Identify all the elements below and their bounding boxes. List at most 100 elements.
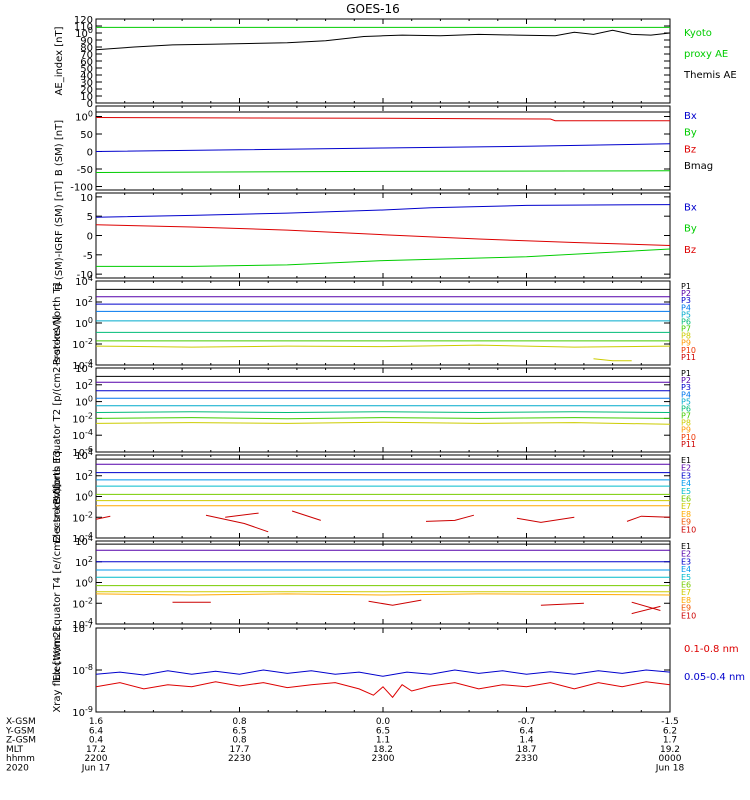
y-tick-label: 40 <box>80 71 93 82</box>
x-axis-tick-value: 1.1 <box>376 736 390 746</box>
series-line-e10 <box>540 602 584 606</box>
legend-item: P8 <box>681 332 691 341</box>
legend-item: E1 <box>681 542 691 551</box>
series-line-e10 <box>631 601 661 611</box>
figure-title: GOES-16 <box>346 2 400 16</box>
x-axis-tick-value: 2330 <box>515 754 538 764</box>
y-tick-label: 100 <box>75 490 93 504</box>
x-axis-tick-value: 2300 <box>372 754 395 764</box>
legend-item: P6 <box>681 317 691 326</box>
legend-item: E4 <box>681 565 691 574</box>
legend-item: Kyoto <box>684 28 712 39</box>
x-axis-tick-value: Jun 17 <box>81 764 110 774</box>
series-line-e10 <box>368 599 422 606</box>
x-axis-tick-value: 0.8 <box>232 736 247 746</box>
x-axis-tick-value: 2230 <box>228 754 251 764</box>
x-axis-tick-value: 6.5 <box>232 726 246 736</box>
x-axis-row-label: X-GSM <box>6 717 36 727</box>
y-tick-label: 10 <box>80 92 93 103</box>
legend-item: Bz <box>684 245 696 256</box>
x-axis-tick-value: Jun 18 <box>655 764 685 774</box>
legend-item: P7 <box>681 412 691 421</box>
legend-item: Bx <box>684 111 697 122</box>
series-line-e10 <box>205 514 269 533</box>
legend-item: E8 <box>681 596 691 605</box>
series-line-p8 <box>96 344 670 348</box>
series-line-e10 <box>96 515 111 520</box>
series-line-e10 <box>291 510 321 521</box>
x-axis-tick-value: 18.2 <box>373 745 393 755</box>
panel-bigrf: -10 -5 0 5 10 B (SM)-IGRF (SM) [nT] Bx By Bz <box>54 181 697 290</box>
legend-item: E1 <box>681 456 691 465</box>
legend-item: E5 <box>681 487 691 496</box>
y-tick-label: 110 <box>74 22 93 33</box>
series-line-themis-ae <box>96 29 670 51</box>
x-axis-tick-value: 6.5 <box>376 726 390 736</box>
panel-bsm: -100 -50 0 50 100 B (SM) [nT] Bx By Bz Bmag <box>54 105 713 194</box>
series-line-bz <box>96 224 670 246</box>
panel-frame <box>95 540 671 625</box>
legend-item: E5 <box>681 573 691 582</box>
series-line-p6 <box>96 411 670 414</box>
legend-item: E8 <box>681 510 691 519</box>
y-axis-label: Electrons North T3 <box>52 450 63 543</box>
series-line-e10 <box>425 514 475 522</box>
series-line-bx <box>96 204 670 218</box>
series-line-e10 <box>631 605 661 615</box>
series-group <box>96 204 670 267</box>
series-line-e10 <box>516 516 575 523</box>
legend-item: By <box>684 224 697 235</box>
legend-item: P3 <box>681 383 691 392</box>
series-line-p8 <box>96 421 670 425</box>
legend-item: Themis AE <box>683 70 737 81</box>
x-axis-tick-value: 17.7 <box>229 745 249 755</box>
y-axis-label: AE_index [nT] <box>54 26 65 95</box>
series-line-0-1-0-8-nm <box>96 681 670 699</box>
y-tick-label: 50 <box>80 64 93 75</box>
legend-item: P4 <box>681 390 691 399</box>
legend-item: E7 <box>681 502 691 511</box>
x-axis-row-label: Z-GSM <box>6 736 36 746</box>
x-axis-tick-value: -0.7 <box>518 717 536 727</box>
legend-item: E9 <box>681 604 691 613</box>
series-line-by <box>96 248 670 267</box>
y-tick-label: 0 <box>87 148 93 159</box>
x-axis-tick-value: 0.0 <box>376 717 391 727</box>
panel-frame <box>95 454 671 539</box>
legend-item: P5 <box>681 310 691 319</box>
series-line-e10 <box>225 512 259 518</box>
legend-item: P3 <box>681 296 691 305</box>
y-axis-label: B (SM)-IGRF (SM) [nT] <box>54 181 65 290</box>
y-tick-label: 10-2 <box>72 411 93 425</box>
legend-item: P1 <box>681 369 691 378</box>
y-tick-label: 30 <box>80 78 93 89</box>
series-group <box>96 458 670 533</box>
y-tick-label: 100 <box>75 316 93 330</box>
legend-item: P1 <box>681 282 691 291</box>
x-axis-tick-value: 0.4 <box>89 736 104 746</box>
y-axis-label: Protons North T1 <box>52 281 63 365</box>
legend-item: E4 <box>681 479 691 488</box>
x-axis-tick-value: -1.5 <box>661 717 679 727</box>
y-tick-label: -50 <box>77 165 93 176</box>
x-axis-tick-value: 1.6 <box>89 717 104 727</box>
legend-item: Bx <box>684 202 697 213</box>
legend-item: P10 <box>681 346 696 355</box>
y-tick-label: 100 <box>75 576 93 590</box>
legend-item: E10 <box>681 611 696 620</box>
panel-frame <box>95 367 671 453</box>
y-tick-label: 0 <box>87 99 93 110</box>
y-tick-label: 100 <box>75 395 93 409</box>
y-axis-label: B (SM) [nT] <box>54 120 65 176</box>
y-tick-label: 10 <box>80 193 93 204</box>
series-line-0-05-0-4-nm <box>96 669 670 677</box>
legend-item: P5 <box>681 397 691 406</box>
y-axis-label: Electrons Equator T4 [e/(cm2-s-sr-keV)] <box>52 484 63 681</box>
y-tick-label: 50 <box>80 130 93 141</box>
y-tick-label: 0 <box>87 232 93 243</box>
